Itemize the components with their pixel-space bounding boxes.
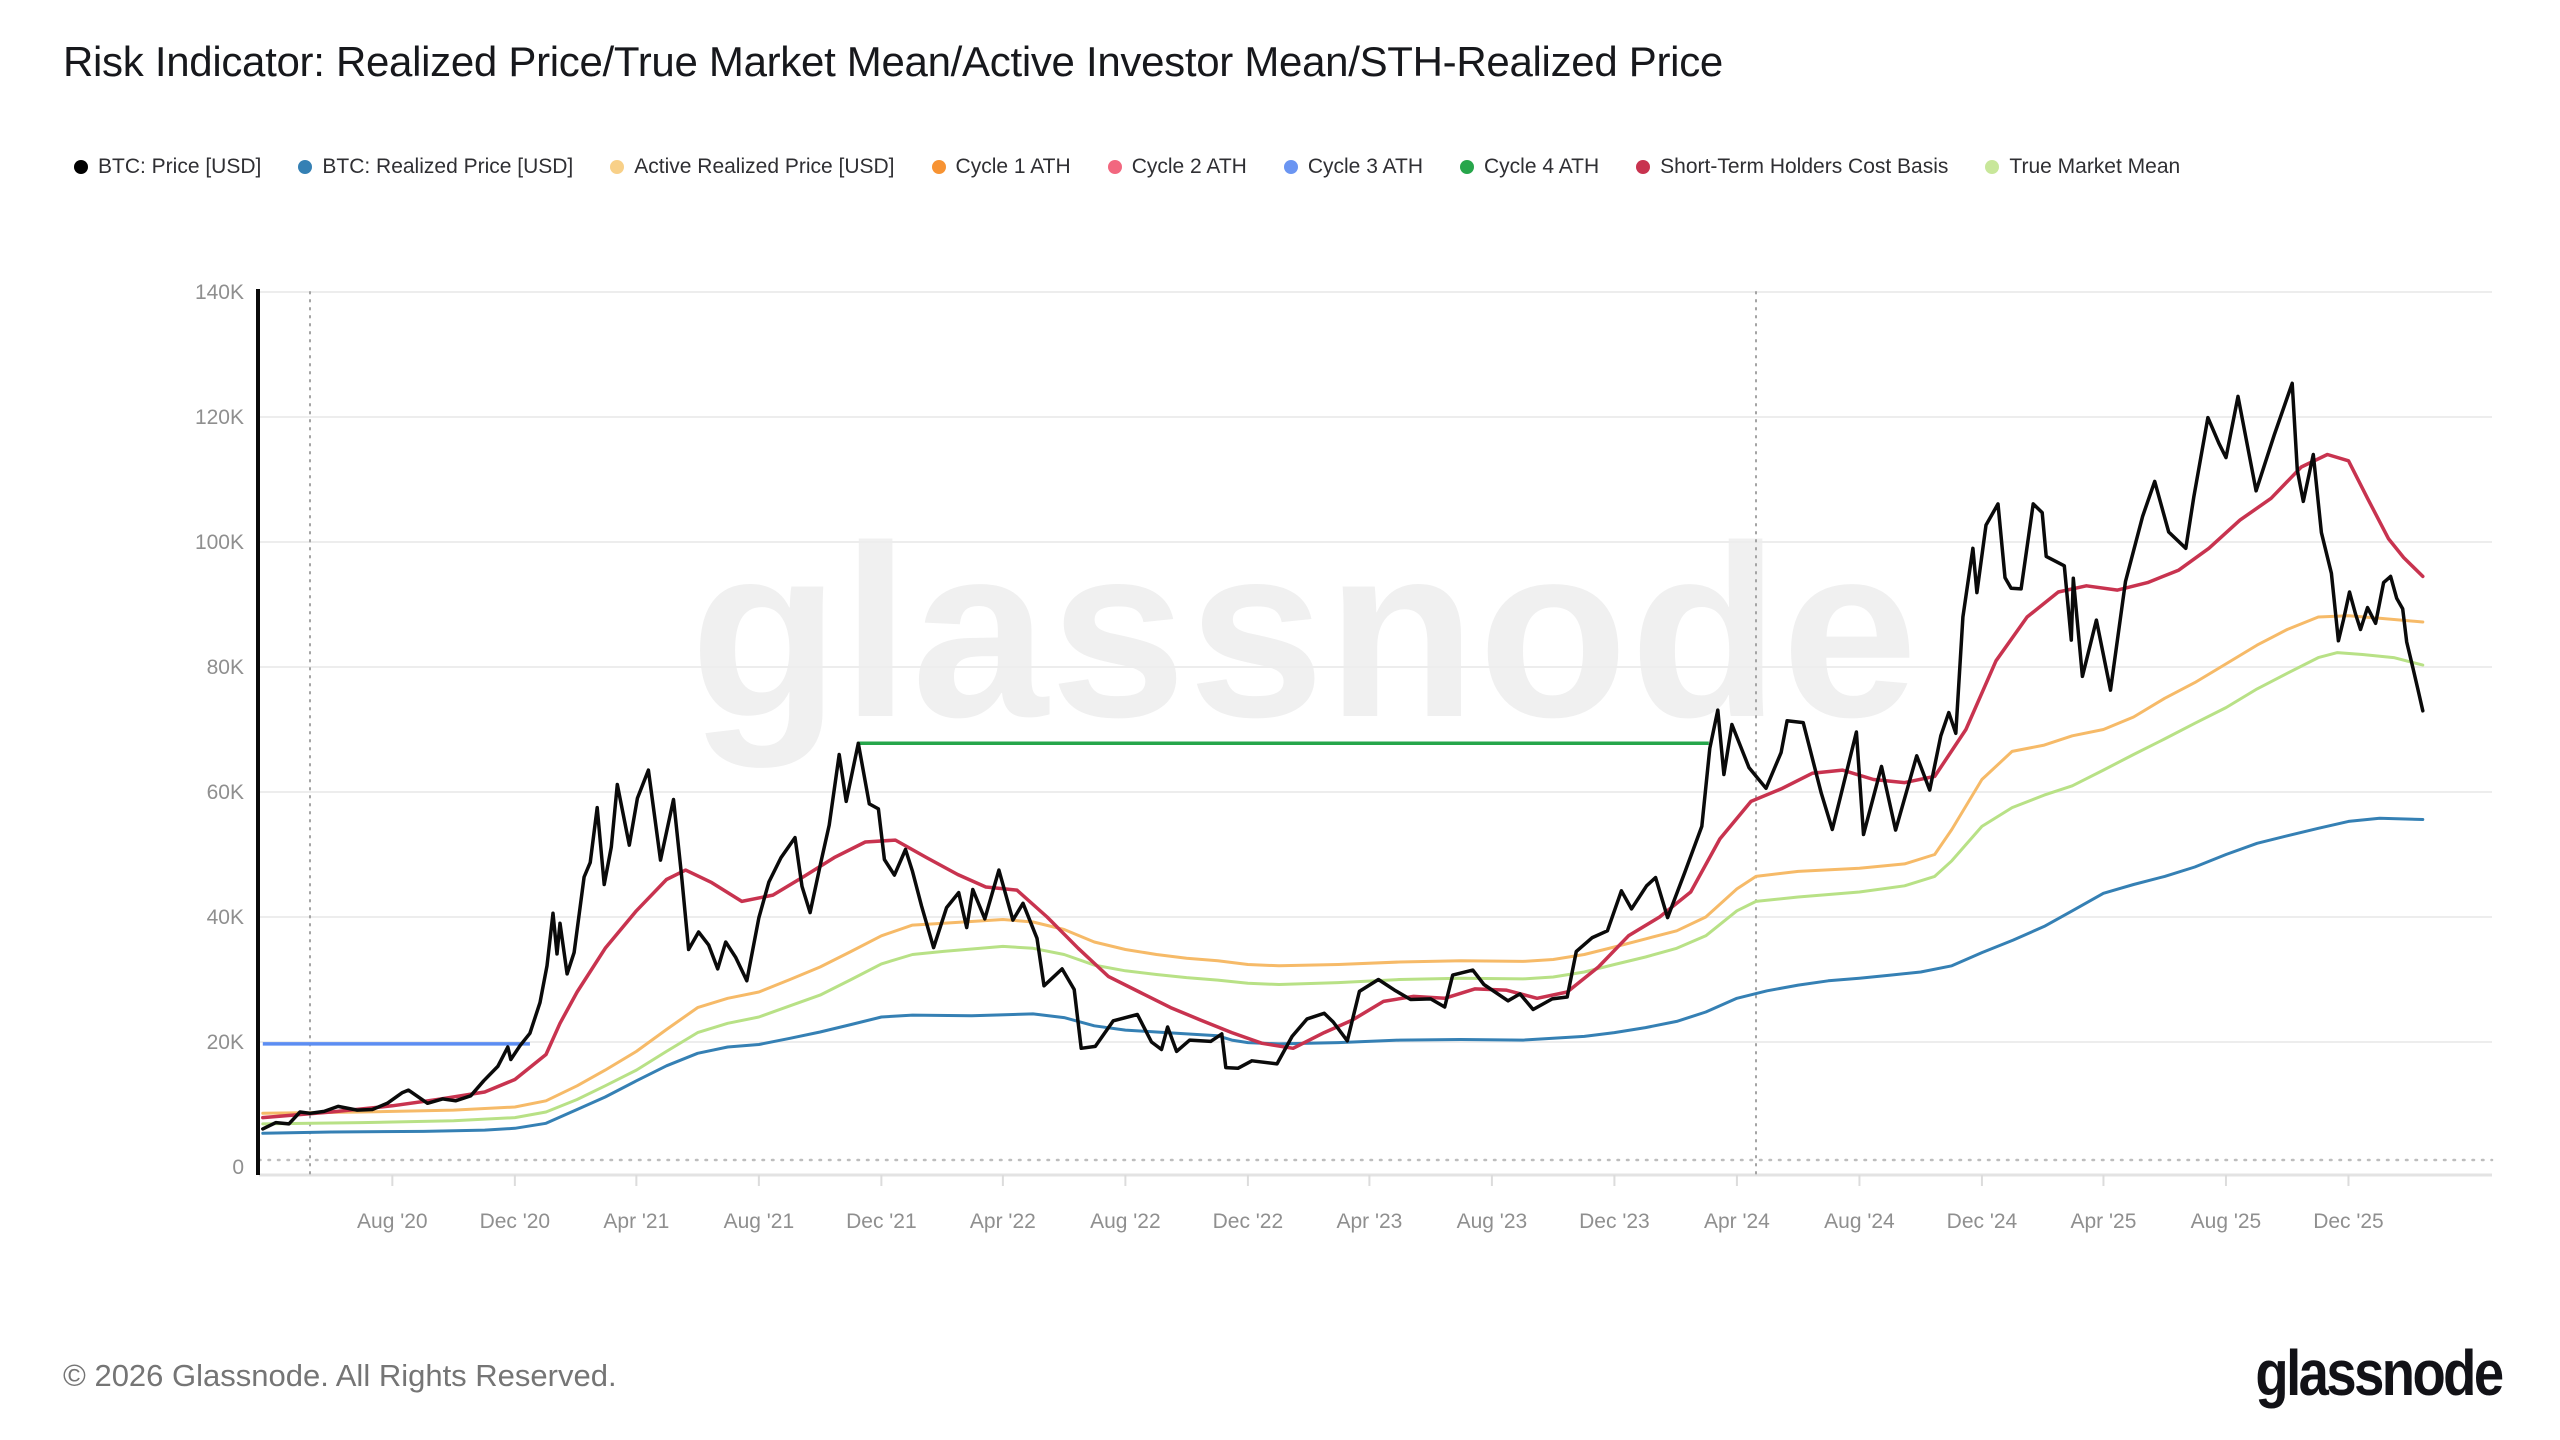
y-tick-label-140K: 140K xyxy=(195,281,244,304)
y-tick-label-120K: 120K xyxy=(195,406,244,429)
x-tick-label-dec--22: Dec '22 xyxy=(1213,1210,1284,1233)
series-true-market-mean xyxy=(261,651,2425,1126)
legend-swatch-cycle-3-ath xyxy=(1283,160,1298,174)
y-tick-label-0: 0 xyxy=(232,1156,244,1179)
legend-swatch-btc-realized-price xyxy=(298,160,313,174)
legend-swatch-cycle-4-ath xyxy=(1460,160,1474,174)
legend-swatch-btc-price xyxy=(74,160,88,174)
legend-label-sth-cost-basis: Short-Term Holders Cost Basis xyxy=(1660,155,1949,178)
legend-item-cycle-4-ath[interactable]: Cycle 4 ATH xyxy=(1460,155,1599,179)
x-tick-label-apr--23: Apr '23 xyxy=(1336,1210,1402,1233)
legend-label-btc-realized-price: BTC: Realized Price [USD] xyxy=(322,155,574,178)
legend-item-true-market-mean[interactable]: True Market Mean xyxy=(1985,155,2180,179)
x-tick-label-apr--24: Apr '24 xyxy=(1704,1210,1770,1233)
legend-item-btc-price[interactable]: BTC: Price [USD] xyxy=(74,155,261,179)
legend-swatch-active-realized-price xyxy=(610,160,625,174)
y-tick-label-60K: 60K xyxy=(207,781,244,804)
page-title: Risk Indicator: Realized Price/True Mark… xyxy=(63,38,1723,85)
legend-label-btc-price: BTC: Price [USD] xyxy=(98,155,262,178)
x-tick-label-dec--25: Dec '25 xyxy=(2313,1210,2384,1233)
x-tick-label-aug--20: Aug '20 xyxy=(357,1210,428,1233)
legend-label-true-market-mean: True Market Mean xyxy=(2009,155,2181,178)
x-tick-label-dec--21: Dec '21 xyxy=(846,1210,917,1233)
legend-item-cycle-3-ath[interactable]: Cycle 3 ATH xyxy=(1283,155,1423,179)
y-tick-label-80K: 80K xyxy=(207,656,244,679)
x-tick-label-aug--24: Aug '24 xyxy=(1824,1210,1895,1233)
legend-item-cycle-1-ath[interactable]: Cycle 1 ATH xyxy=(931,155,1071,179)
x-tick-label-apr--22: Apr '22 xyxy=(970,1210,1036,1233)
legend-item-active-realized-price[interactable]: Active Realized Price [USD] xyxy=(610,155,895,179)
y-tick-label-20K: 20K xyxy=(207,1031,244,1054)
legend-item-sth-cost-basis[interactable]: Short-Term Holders Cost Basis xyxy=(1636,155,1948,179)
legend-swatch-cycle-2-ath xyxy=(1107,160,1122,174)
series-btc-price xyxy=(261,381,2425,1131)
legend: BTC: Price [USD] BTC: Realized Price [USD… xyxy=(74,155,2180,179)
x-tick-label-dec--20: Dec '20 xyxy=(480,1210,551,1233)
legend-swatch-sth-cost-basis xyxy=(1636,160,1651,174)
legend-swatch-true-market-mean xyxy=(1985,160,2000,174)
series-sth-cost-basis xyxy=(261,452,2425,1120)
x-tick-label-apr--21: Apr '21 xyxy=(603,1210,669,1233)
legend-label-cycle-4-ath: Cycle 4 ATH xyxy=(1484,155,1600,178)
copyright-text: © 2026 Glassnode. All Rights Reserved. xyxy=(63,1358,617,1393)
x-tick-label-dec--23: Dec '23 xyxy=(1579,1210,1650,1233)
series-btc-realized-price xyxy=(261,816,2425,1135)
legend-item-cycle-2-ath[interactable]: Cycle 2 ATH xyxy=(1107,155,1247,179)
legend-swatch-cycle-1-ath xyxy=(931,160,946,174)
glassnode-logo: glassnode xyxy=(2255,1337,2505,1409)
legend-label-cycle-2-ath: Cycle 2 ATH xyxy=(1131,155,1247,178)
y-tick-label-40K: 40K xyxy=(207,906,244,929)
x-tick-label-aug--25: Aug '25 xyxy=(2191,1210,2262,1233)
x-tick-label-dec--24: Dec '24 xyxy=(1947,1210,2018,1233)
legend-label-active-realized-price: Active Realized Price [USD] xyxy=(634,155,895,178)
legend-label-cycle-3-ath: Cycle 3 ATH xyxy=(1307,155,1423,178)
x-tick-label-aug--21: Aug '21 xyxy=(724,1210,795,1233)
x-tick-label-apr--25: Apr '25 xyxy=(2071,1210,2137,1233)
glassnode-watermark: glassnode xyxy=(690,494,1920,768)
legend-item-btc-realized-price[interactable]: BTC: Realized Price [USD] xyxy=(298,155,573,179)
x-tick-label-aug--22: Aug '22 xyxy=(1090,1210,1161,1233)
legend-label-cycle-1-ath: Cycle 1 ATH xyxy=(955,155,1071,178)
series-active-realized-price xyxy=(261,614,2425,1115)
y-tick-label-100K: 100K xyxy=(195,531,244,554)
x-tick-label-aug--23: Aug '23 xyxy=(1457,1210,1528,1233)
